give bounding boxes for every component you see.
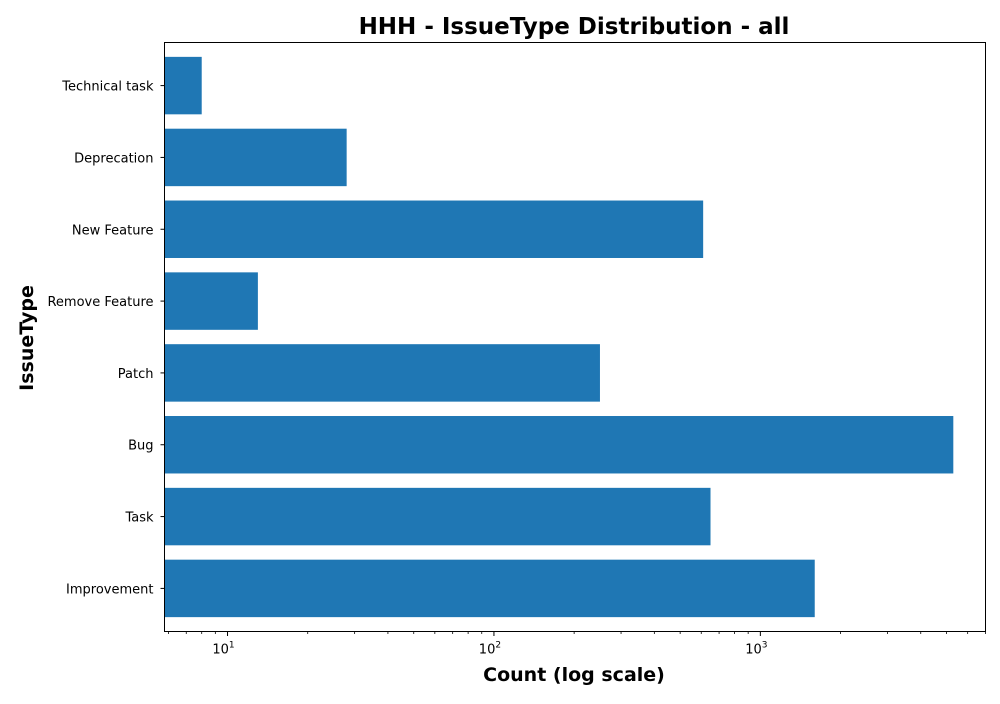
x-axis-ticks: 101 102 103 xyxy=(168,631,986,658)
x-tick-exponent: 3 xyxy=(762,641,768,651)
y-tick-label: Patch xyxy=(118,367,154,382)
bar xyxy=(164,416,954,474)
x-tick-exponent: 2 xyxy=(495,641,501,651)
y-tick-label: New Feature xyxy=(72,223,154,238)
x-tick-base: 10 xyxy=(745,643,762,658)
y-tick-label: Remove Feature xyxy=(47,295,153,310)
x-axis-label: Count (log scale) xyxy=(483,664,665,686)
bar xyxy=(164,559,815,618)
bar xyxy=(164,344,600,402)
x-tick-label: 102 xyxy=(479,641,501,658)
y-axis-ticks: Improvement Task Bug Patch Remove Feature New… xyxy=(47,80,165,597)
x-tick-label: 101 xyxy=(212,641,234,658)
bar xyxy=(164,128,347,187)
y-tick-label: Improvement xyxy=(66,582,153,597)
bar xyxy=(164,272,258,330)
y-tick-label: Technical task xyxy=(61,80,154,95)
bar xyxy=(164,56,202,115)
x-tick-base: 10 xyxy=(212,643,229,658)
bar xyxy=(164,200,704,258)
plot-area-frame xyxy=(164,42,986,632)
bars-layer xyxy=(164,56,954,618)
x-tick-exponent: 1 xyxy=(229,641,235,651)
y-tick-label: Deprecation xyxy=(74,151,153,166)
y-tick-label: Task xyxy=(124,511,154,526)
y-tick-label: Bug xyxy=(128,439,153,454)
x-tick-label: 103 xyxy=(745,641,767,658)
chart-title: HHH - IssueType Distribution - all xyxy=(359,14,790,40)
x-tick-base: 10 xyxy=(479,643,496,658)
y-axis-label: IssueType xyxy=(16,285,38,391)
bar xyxy=(164,487,711,546)
